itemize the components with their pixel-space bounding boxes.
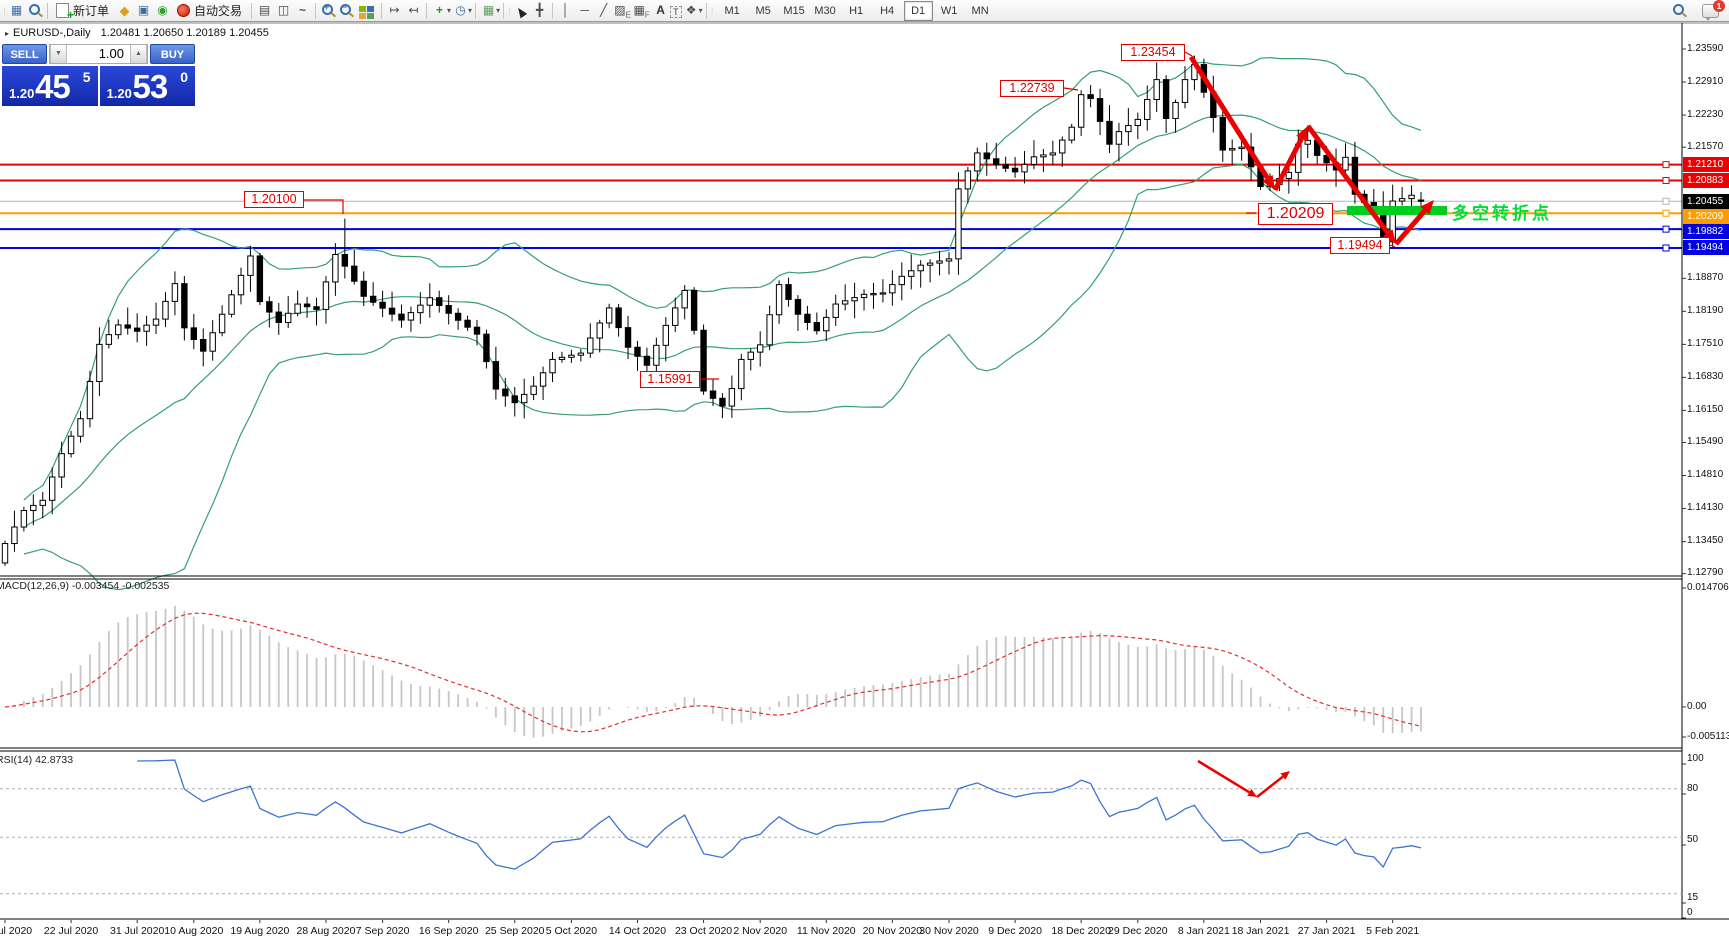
new-order-label: 新订单 [73, 4, 110, 18]
shapes-tool-icon[interactable]: ❖ [685, 3, 697, 17]
signals-icon[interactable]: ◉ [157, 3, 168, 17]
horizontal-line-tool-icon[interactable]: ─ [580, 3, 589, 17]
rsi-trend-arrows[interactable] [1197, 759, 1290, 798]
terminal-icon[interactable]: ▣ [137, 3, 150, 17]
rsi-indicator-label: RSI(14) 42.8733 [0, 754, 74, 766]
timeframe-button-H1[interactable]: H1 [849, 4, 864, 17]
volume-increase-button[interactable]: ▲ [130, 45, 147, 63]
macd-indicator-label: MACD(12,26,9) -0.003454 -0.002535 [0, 580, 170, 592]
candlestick-series [1, 55, 1425, 566]
toolbar-separator [552, 2, 554, 19]
zoom-out-icon[interactable]: − [337, 2, 355, 19]
timeframe-button-M30[interactable]: M30 [814, 4, 836, 17]
toolbar-grip: ⁞ [508, 5, 511, 16]
volume-input[interactable]: 1.00 [98, 46, 124, 61]
equidistant-channel-tool-icon[interactable]: ▨E [614, 3, 631, 20]
bar-chart-icon[interactable]: ▤ [258, 3, 271, 17]
period-dropdown-arrow[interactable]: ▾ [468, 6, 473, 15]
sell-price-sup: 5 [82, 69, 91, 85]
toolbar-separator [426, 2, 428, 19]
macd-histogram [13, 605, 1422, 738]
toolbar: ⁞ ▦ 新订单 ◆ ▣ ◉ 自动交易 ▤ ◫ ~ + − ↦ ↤ +▾ ◷▾ [0, 0, 1729, 22]
zoom-in-icon[interactable]: + [319, 2, 337, 19]
vertical-line-tool-icon[interactable]: │ [561, 3, 570, 17]
timeframe-button-H4[interactable]: H4 [880, 4, 895, 17]
chart-shift-icon[interactable]: ↤ [408, 3, 419, 17]
trendline-tool-icon[interactable]: ╱ [599, 3, 608, 17]
sell-button[interactable]: SELL [2, 44, 47, 64]
fibonacci-tool-icon[interactable]: ▦F [633, 3, 650, 20]
trend-arrows[interactable] [1188, 55, 1434, 246]
notification-badge: 1 [1713, 0, 1725, 12]
one-click-trading-panel: SELL ▼ 1.00 ▲ BUY 1.20 45 5 1.20 53 0 [2, 44, 195, 106]
buy-price-sup: 0 [180, 69, 188, 85]
text-label-tool-icon[interactable]: T [670, 5, 682, 18]
profiles-icon[interactable] [26, 2, 44, 19]
date-axis-ticks [4, 920, 1394, 923]
candlestick-chart-icon[interactable]: ◫ [277, 3, 290, 17]
text-tool-icon[interactable]: A [656, 3, 665, 17]
add-indicator-icon[interactable]: + [436, 3, 444, 17]
buy-price-prefix: 1.20 [106, 86, 132, 101]
shapes-dropdown-arrow[interactable]: ▾ [698, 6, 703, 15]
toolbar-separator [705, 2, 707, 19]
toolbar-separator [503, 2, 505, 19]
toolbar-right-group: 1 [1670, 0, 1729, 21]
macd-signal-line [4, 612, 1422, 733]
metaeditor-icon[interactable]: ◆ [119, 3, 130, 18]
chart-window-icon[interactable]: ▦ [10, 3, 23, 17]
crosshair-icon[interactable]: ╋ [535, 3, 544, 17]
add-indicator-dropdown-arrow[interactable]: ▾ [447, 6, 452, 15]
toolbar-separator [475, 2, 477, 19]
toolbar-separator [251, 2, 253, 19]
templates-dropdown-arrow[interactable]: ▾ [496, 6, 501, 15]
buy-price-display[interactable]: 1.20 53 0 [99, 66, 195, 106]
toolbar-separator [315, 2, 317, 19]
autotrading-label: 自动交易 [194, 4, 243, 18]
timeframe-button-M15[interactable]: M15 [783, 4, 805, 17]
chart-title-marker-icon: ▸ [5, 29, 10, 38]
period-clock-icon[interactable]: ◷ [455, 3, 466, 17]
sell-price-big: 45 [35, 68, 71, 105]
toolbar-separator [381, 2, 383, 19]
toolbar-grip: ⁞ [3, 5, 6, 16]
volume-control: ▼ 1.00 ▲ [49, 44, 148, 64]
autotrading-icon [177, 4, 191, 17]
annotation-connectors [304, 51, 1396, 380]
timeframe-toolbar: M1 M5 M15 M30 H1 H4 D1 W1 MN [717, 0, 996, 21]
timeframe-button-D1[interactable]: D1 [903, 0, 933, 21]
new-order-button[interactable]: 新订单 [51, 1, 115, 22]
buy-price-big: 53 [132, 68, 169, 105]
templates-icon[interactable]: ▦ [482, 3, 495, 17]
chart-ohlc: 1.20481 1.20650 1.20189 1.20455 [100, 27, 269, 39]
sell-price-prefix: 1.20 [9, 86, 35, 101]
buy-button[interactable]: BUY [150, 44, 195, 64]
toolbar-grip: ⁞ [710, 5, 714, 16]
turning-point-annotation[interactable]: 多空转折点 [1452, 204, 1552, 223]
bollinger-bands [23, 56, 1422, 591]
tile-windows-icon[interactable] [359, 5, 375, 19]
timeframe-button-W1[interactable]: W1 [940, 4, 958, 17]
autotrading-button[interactable]: 自动交易 [172, 1, 248, 21]
pane-borders [0, 22, 1729, 920]
turning-point-highlight-bar[interactable] [1347, 206, 1447, 215]
search-icon[interactable] [1670, 2, 1688, 19]
sell-price-display[interactable]: 1.20 45 5 [2, 66, 98, 106]
timeframe-button-M5[interactable]: M5 [755, 4, 771, 17]
chart-title: ▸ EURUSD-,Daily 1.20481 1.20650 1.20189 1.… [5, 27, 269, 39]
rsi-line [137, 759, 1422, 870]
toolbar-separator [47, 2, 48, 19]
chart-symbol: EURUSD-,Daily [13, 27, 91, 39]
line-chart-icon[interactable]: ~ [299, 3, 307, 17]
auto-scroll-icon[interactable]: ↦ [389, 3, 400, 17]
volume-decrease-button[interactable]: ▼ [50, 45, 67, 63]
new-order-icon [56, 3, 74, 22]
cursor-arrow-icon[interactable] [514, 5, 528, 19]
notifications-icon[interactable]: 1 [1702, 0, 1725, 21]
timeframe-button-M1[interactable]: M1 [724, 4, 740, 17]
timeframe-button-MN[interactable]: MN [971, 4, 989, 17]
